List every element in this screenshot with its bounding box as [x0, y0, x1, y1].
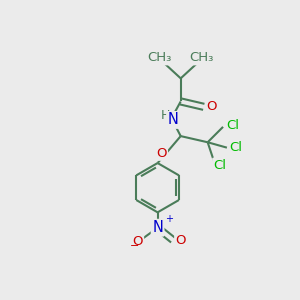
Text: O: O	[132, 235, 143, 248]
Text: N: N	[152, 220, 163, 235]
Text: O: O	[156, 146, 167, 160]
Text: Cl: Cl	[230, 141, 243, 154]
Text: CH₃: CH₃	[148, 51, 172, 64]
Text: −: −	[130, 241, 139, 251]
Text: O: O	[206, 100, 217, 113]
Text: Cl: Cl	[226, 119, 239, 132]
Text: O: O	[176, 233, 186, 247]
Text: CH₃: CH₃	[189, 51, 214, 64]
Text: N: N	[168, 112, 178, 128]
Text: Cl: Cl	[214, 159, 226, 172]
Text: +: +	[165, 214, 173, 224]
Text: H: H	[160, 109, 170, 122]
